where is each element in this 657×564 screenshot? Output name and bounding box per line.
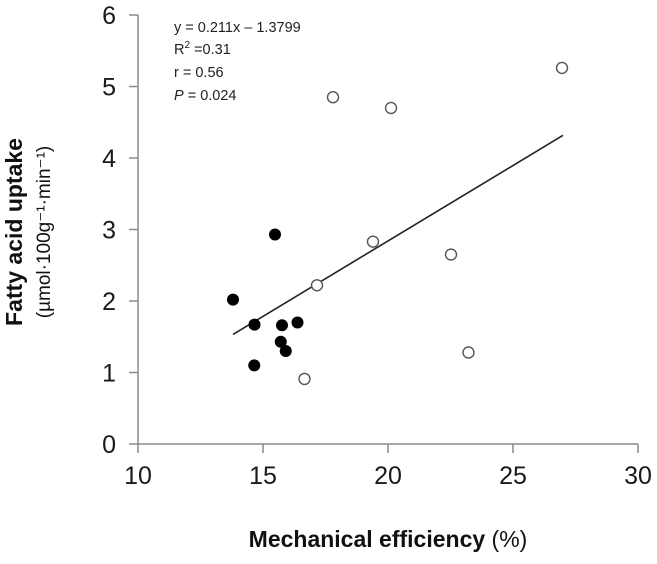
y-axis-title: Fatty acid uptake — [1, 138, 27, 326]
tick-labels: 0 1 2 3 4 5 6 10 15 20 25 30 — [102, 2, 652, 490]
x-tick-label: 25 — [499, 462, 527, 490]
y-axis-label: Fatty acid uptake (µmol·100g⁻¹·min⁻¹) — [1, 138, 55, 326]
open-data-point — [310, 279, 324, 292]
y-tick-label: 1 — [102, 360, 116, 388]
y-tick-label: 2 — [102, 288, 116, 316]
open-data-point — [384, 101, 398, 115]
stats-annotation: y = 0.211x – 1.3799 R2 =0.31 r = 0.56 P … — [174, 20, 301, 104]
filled-data-point — [291, 316, 304, 329]
x-tick-label: 10 — [124, 462, 152, 490]
y-tick-label: 6 — [102, 2, 116, 30]
filled-data-point — [269, 228, 281, 241]
filled-data-point — [279, 345, 292, 358]
y-tick-label: 5 — [102, 74, 116, 102]
filled-data-point — [274, 335, 287, 348]
filled-data-point — [276, 319, 288, 332]
open-data-point — [298, 372, 311, 386]
filled-data-point — [227, 293, 239, 306]
open-data-point — [444, 248, 458, 261]
x-tick-label: 15 — [249, 462, 277, 490]
regression-line — [232, 134, 564, 336]
x-axis-label: Mechanical efficiency (%) — [249, 526, 528, 552]
p-value: P = 0.024 — [174, 88, 236, 104]
open-data-point — [366, 235, 380, 248]
y-axis-unit: (µmol·100g⁻¹·min⁻¹) — [34, 146, 55, 318]
axes — [129, 14, 639, 453]
x-tick-label: 30 — [624, 462, 652, 490]
filled-data-point — [248, 318, 261, 331]
open-data-point — [326, 91, 340, 104]
correlation-r: r = 0.56 — [174, 65, 224, 81]
r-squared: R2 =0.31 — [174, 40, 231, 58]
data-points — [227, 61, 569, 386]
y-tick-label: 0 — [102, 431, 116, 459]
open-data-point — [555, 61, 569, 75]
y-tick-label: 4 — [102, 145, 116, 173]
open-data-point — [462, 346, 475, 359]
filled-data-point — [248, 359, 261, 372]
y-tick-label: 3 — [102, 217, 116, 245]
regression-equation: y = 0.211x – 1.3799 — [174, 20, 301, 36]
x-tick-label: 20 — [374, 462, 402, 490]
